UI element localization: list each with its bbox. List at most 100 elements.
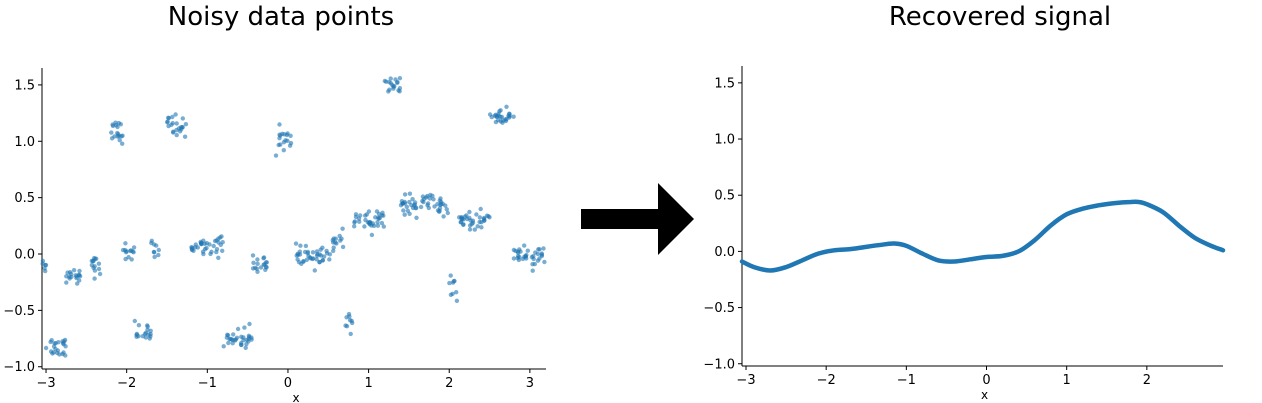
scatter-point (338, 238, 343, 243)
scatter-point (288, 133, 293, 138)
y-tick-label: 1.0 (14, 135, 35, 150)
scatter-point (413, 206, 418, 211)
scatter-point (337, 233, 342, 239)
scatter-point (431, 197, 436, 202)
scatter-point (327, 252, 333, 257)
scatter-point (395, 80, 400, 86)
scatter-point (156, 247, 161, 253)
scatter-point (195, 245, 200, 250)
scatter-point (278, 142, 283, 147)
x-tick-label: −3 (736, 373, 755, 388)
scatter-point (77, 268, 82, 274)
x-tick-label: −1 (897, 373, 916, 388)
scatter-point (489, 114, 494, 120)
scatter-point (152, 250, 157, 255)
scatter-point (511, 256, 517, 261)
scatter-point (511, 114, 516, 119)
scatter-point (250, 253, 256, 258)
scatter-point (421, 199, 426, 205)
scatter-point (48, 349, 54, 354)
scatter-point (450, 280, 456, 285)
scatter-point (247, 321, 252, 327)
scatter-point (530, 268, 535, 273)
scatter-point (126, 255, 131, 260)
scatter-point (64, 274, 69, 279)
noisy-scatter-chart: −1.0 −0.5 0.0 0.5 1.0 1.5 −3 −2 −1 0 1 2 3 x (3, 68, 547, 403)
scatter-point (170, 130, 176, 135)
recovered-line-chart: −1.0 −0.5 0.0 0.5 1.0 1.5 −3 −2 −1 0 1 2 x (703, 66, 1226, 402)
scatter-point (235, 326, 241, 332)
scatter-point (348, 331, 353, 337)
scatter-point (353, 212, 359, 217)
scatter-point (134, 331, 140, 337)
x-tick-label: 2 (445, 376, 453, 391)
scatter-point (379, 220, 385, 226)
scatter-point (170, 114, 175, 120)
scatter-point (91, 265, 96, 270)
scatter-point (180, 116, 185, 121)
scatter-point (401, 208, 406, 213)
scatter-point (129, 257, 134, 262)
scatter-point (116, 133, 122, 139)
y-tick-label: 0.0 (714, 245, 735, 260)
scatter-point (410, 197, 415, 202)
scatter-point (253, 265, 258, 270)
y-tick-label: 1.5 (14, 78, 35, 93)
scatter-point (467, 227, 473, 232)
scatter-point (230, 341, 235, 346)
x-tick-label: −3 (36, 376, 55, 391)
scatter-point (507, 112, 512, 117)
scatter-point (200, 249, 206, 254)
scatter-point (219, 234, 224, 239)
scatter-point (445, 210, 450, 216)
scatter-point (120, 247, 126, 253)
scatter-point (69, 274, 74, 280)
y-tick-label: 1.0 (714, 133, 735, 148)
scatter-point (120, 141, 125, 146)
scatter-point (77, 278, 82, 283)
scatter-point (113, 120, 118, 125)
scatter-point (467, 223, 473, 228)
scatter-point (388, 76, 393, 81)
scatter-point (183, 122, 189, 127)
x-tick-label: −1 (198, 376, 217, 391)
chart-title-recovered: Recovered signal (888, 2, 1112, 32)
scatter-point (407, 191, 413, 196)
scatter-point (261, 256, 266, 261)
scatter-point (363, 217, 368, 223)
scatter-point (280, 131, 285, 136)
scatter-point (515, 255, 520, 261)
scatter-point (229, 337, 234, 342)
scatter-point (454, 290, 459, 295)
scatter-point (216, 240, 221, 245)
scatter-point (295, 257, 300, 262)
scatter-point (57, 352, 62, 357)
scatter-point (221, 344, 226, 349)
scatter-point (352, 224, 357, 229)
scatter-point (467, 209, 472, 215)
scatter-point (507, 115, 512, 120)
scatter-point (522, 243, 527, 248)
scatter-point (40, 258, 46, 264)
scatter-point (375, 223, 381, 228)
scatter-point (298, 243, 303, 248)
scatter-point (234, 335, 240, 340)
x-tick-label: 1 (364, 376, 372, 391)
scatter-point (109, 136, 115, 141)
scatter-point (262, 262, 267, 267)
scatter-point (475, 224, 480, 229)
scatter-point (347, 318, 353, 323)
transform-arrow-icon (581, 183, 694, 255)
scatter-point (362, 224, 367, 229)
scatter-point (258, 265, 264, 270)
scatter-point (174, 127, 179, 133)
scatter-point (367, 219, 373, 225)
scatter-point (530, 262, 535, 267)
scatter-point (63, 353, 68, 358)
scatter-point (209, 249, 214, 254)
scatter-point (166, 115, 171, 121)
scatter-point (64, 280, 69, 285)
y-tick-label: −1.0 (703, 357, 735, 372)
scatter-point (128, 248, 133, 254)
